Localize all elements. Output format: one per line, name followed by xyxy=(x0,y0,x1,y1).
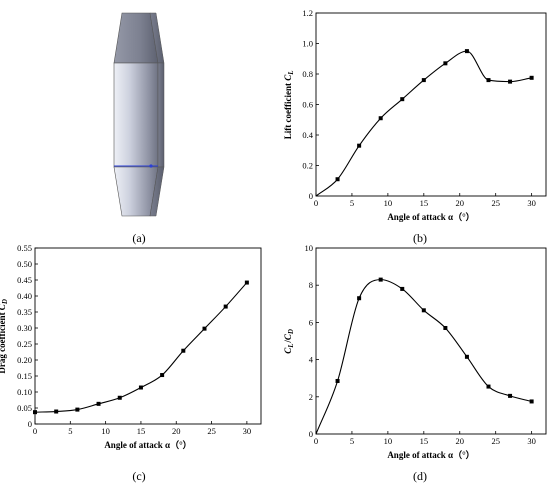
y-tick-label: 0.05 xyxy=(17,403,32,413)
series-line xyxy=(315,50,532,197)
x-axis-label: Angle of attack α（°） xyxy=(387,212,474,222)
data-point xyxy=(117,395,122,400)
y-tick-label: 0.8 xyxy=(302,69,313,79)
x-tick-label: 0 xyxy=(314,198,318,208)
x-axis-label: Angle of attack α（°） xyxy=(104,440,191,450)
y-tick-label: 0.55 xyxy=(17,243,32,253)
x-tick-label: 25 xyxy=(491,436,500,446)
x-tick-label: 15 xyxy=(420,198,429,208)
data-point xyxy=(529,75,534,80)
data-point xyxy=(486,78,491,83)
plot-frame xyxy=(315,12,547,197)
y-tick-label: 0.40 xyxy=(17,291,32,301)
data-point xyxy=(443,61,448,66)
y-tick-label: 10 xyxy=(305,243,314,253)
data-point xyxy=(400,97,405,102)
data-point xyxy=(529,399,534,404)
data-point xyxy=(335,378,340,383)
y-tick-label: 0 xyxy=(28,419,32,429)
data-point xyxy=(33,410,37,415)
y-tick-label: 8 xyxy=(309,280,313,290)
x-tick-label: 15 xyxy=(137,426,146,436)
y-tick-label: 6 xyxy=(309,317,313,327)
x-tick-label: 10 xyxy=(384,436,393,446)
data-point xyxy=(508,79,513,84)
chart-c: 0 5 10 15 20 25 30 0 0.05 0.10 0.15 0.20 0.25 0.30 0.3… xyxy=(0,243,262,450)
data-point xyxy=(138,385,143,390)
data-point xyxy=(223,304,228,309)
x-axis-label: Angle of attack α（°） xyxy=(387,450,474,460)
y-tick-label: 0.25 xyxy=(17,339,32,349)
data-point xyxy=(202,326,207,331)
chart-b: 0 5 10 15 20 25 30 0 0.2 0.4 0.6 0.8 1.0 1.2 Angle of … xyxy=(283,8,547,222)
x-tick-label: 15 xyxy=(420,436,429,446)
x-tick-label: 30 xyxy=(527,436,536,446)
data-point xyxy=(421,308,426,313)
foil-model-illustration xyxy=(113,12,165,217)
y-tick-label: 1.0 xyxy=(302,39,313,49)
data-point xyxy=(357,143,362,148)
data-point xyxy=(160,373,165,378)
y-tick-label: 0 xyxy=(309,429,313,439)
data-point xyxy=(508,393,513,398)
y-tick-label: 0.20 xyxy=(17,355,32,365)
x-tick-label: 20 xyxy=(456,436,465,446)
panel-label: (b) xyxy=(413,231,427,245)
x-tick-label: 10 xyxy=(101,426,110,436)
x-tick-label: 5 xyxy=(350,436,354,446)
panel-label: (a) xyxy=(132,231,145,245)
plot-frame xyxy=(315,247,547,435)
y-tick-label: 0.10 xyxy=(17,387,32,397)
y-tick-label: 0.4 xyxy=(302,130,313,140)
x-tick-label: 10 xyxy=(384,198,393,208)
data-point xyxy=(96,401,101,406)
chart-d: 0 5 10 15 20 25 30 0 2 4 6 8 10 Angle of attack α（°） C… xyxy=(283,243,547,460)
data-point xyxy=(335,177,340,182)
series-line xyxy=(315,279,532,435)
data-point xyxy=(464,49,469,54)
y-tick-label: 0.30 xyxy=(17,323,32,333)
data-point xyxy=(357,296,362,301)
x-tick-label: 0 xyxy=(33,426,37,436)
x-tick-label: 5 xyxy=(350,198,354,208)
data-point xyxy=(378,277,383,282)
y-tick-label: 2 xyxy=(309,392,313,402)
y-axis-label: CL /CD xyxy=(283,328,295,353)
data-point xyxy=(75,407,80,412)
y-tick-label: 0.45 xyxy=(17,275,32,285)
x-tick-label: 0 xyxy=(314,436,318,446)
panel-label: (d) xyxy=(413,469,427,483)
data-point xyxy=(464,354,469,359)
y-axis-label: Lift coefficient CL xyxy=(283,70,295,140)
y-tick-label: 0.50 xyxy=(17,259,32,269)
data-point xyxy=(181,348,186,353)
x-tick-label: 5 xyxy=(68,426,72,436)
plot-frame xyxy=(34,247,262,425)
data-point xyxy=(421,78,426,83)
y-tick-label: 0.15 xyxy=(17,371,32,381)
data-point xyxy=(244,280,249,285)
series-line xyxy=(34,282,248,413)
data-point xyxy=(54,409,59,414)
data-point xyxy=(486,384,491,389)
y-axis-label: Drag coefficient CD xyxy=(0,298,9,373)
data-point xyxy=(443,325,448,330)
y-tick-label: 0.6 xyxy=(302,100,313,110)
y-tick-label: 4 xyxy=(309,355,314,365)
x-tick-label: 30 xyxy=(527,198,536,208)
x-tick-label: 25 xyxy=(207,426,216,436)
data-point xyxy=(400,286,405,291)
y-tick-label: 1.2 xyxy=(302,8,313,18)
x-tick-label: 20 xyxy=(456,198,465,208)
x-tick-label: 20 xyxy=(172,426,181,436)
y-tick-label: 0 xyxy=(309,191,313,201)
x-tick-label: 25 xyxy=(491,198,500,208)
panel-label: (c) xyxy=(132,469,145,483)
data-point xyxy=(378,116,383,121)
x-tick-label: 30 xyxy=(243,426,252,436)
y-tick-label: 0.2 xyxy=(302,161,313,171)
y-tick-label: 0.35 xyxy=(17,307,32,317)
